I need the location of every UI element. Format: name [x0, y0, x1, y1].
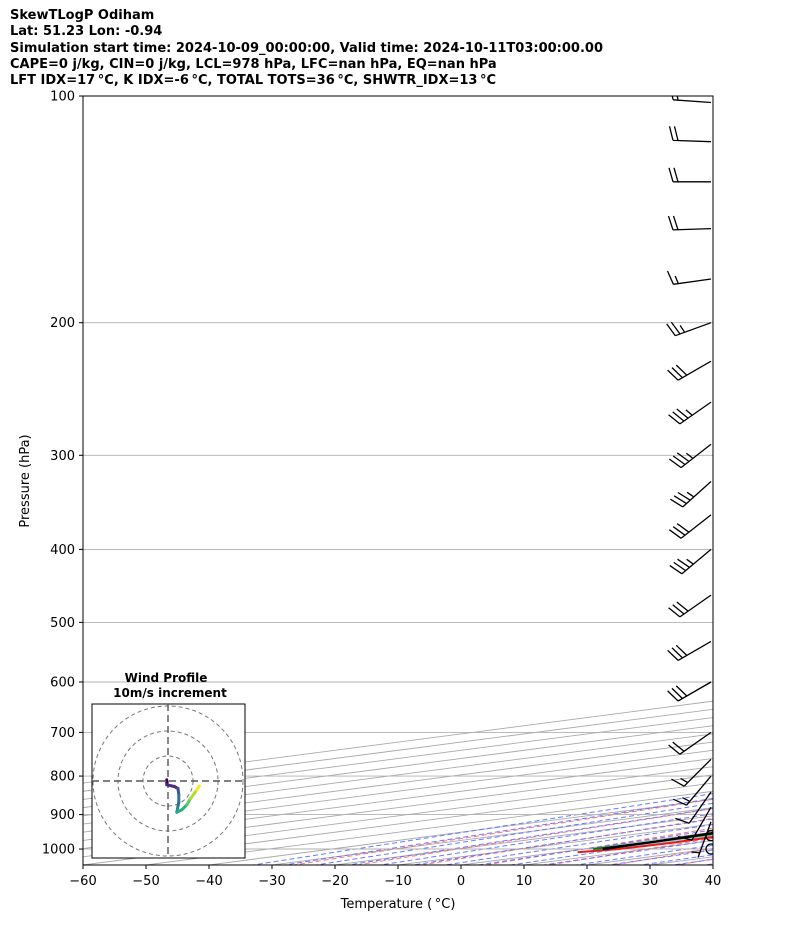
- y-axis-label: Pressure (hPa): [18, 434, 33, 527]
- dry-adiabat: [715, 96, 794, 880]
- plot-area: [83, 79, 794, 880]
- dry-adiabat: [482, 827, 713, 865]
- cape-line: CAPE=0 j/kg, CIN=0 j/kg, LCL=978 hPa, LF…: [10, 56, 497, 72]
- wind-barbs: [666, 96, 713, 858]
- dry-adiabat: [354, 808, 713, 865]
- hodograph-inset: Wind Profile 10m/s increment: [91, 671, 246, 859]
- wind-barb: [677, 806, 712, 841]
- x-tick-label: −40: [195, 874, 222, 889]
- x-axis-ticks: −60 −50 −40 −30 −20 −10 0 10 20 30 40: [69, 865, 721, 889]
- dry-adiabat: [609, 847, 713, 865]
- x-tick-label: 10: [516, 874, 533, 889]
- dry-adiabat: [651, 96, 794, 880]
- isotherm-line: [331, 815, 713, 865]
- wind-barb: [673, 775, 712, 806]
- x-tick-label: 0: [457, 874, 465, 889]
- x-tick-label: −60: [69, 874, 96, 889]
- y-tick-label: 700: [50, 726, 75, 741]
- wind-barb: [667, 640, 712, 661]
- moist-adiabat: [539, 839, 713, 865]
- moist-adiabat: [604, 849, 713, 865]
- isotherm-line: [83, 733, 713, 817]
- isotherm-line: [709, 864, 713, 865]
- chart-title: SkewTLogP Odiham: [10, 8, 155, 23]
- x-axis-label: Temperature ( °C): [340, 897, 456, 912]
- dry-adiabat: [418, 817, 713, 865]
- y-axis-ticks: 100 200 300 400 500 600 700 800 900 1000: [42, 90, 83, 858]
- wind-barb: [668, 594, 712, 618]
- wind-barb: [666, 321, 712, 337]
- wind-barb: [666, 270, 712, 285]
- moist-adiabat: [474, 829, 713, 865]
- wind-barb: [668, 126, 712, 143]
- y-tick-label: 100: [50, 90, 75, 105]
- isotherm-line: [520, 839, 713, 865]
- isotherm-line: [83, 725, 713, 809]
- moist-adiabat: [376, 813, 713, 865]
- y-tick-label: 800: [50, 770, 75, 785]
- moist-adiabat: [669, 858, 713, 865]
- hodograph-title: Wind Profile: [125, 671, 208, 685]
- wind-barb: [668, 514, 712, 539]
- y-tick-label: 500: [50, 616, 75, 631]
- isotherm-line: [83, 708, 713, 792]
- isotherm-line: [583, 848, 713, 865]
- isotherm-line: [659, 79, 794, 880]
- hodograph-segment: [195, 784, 201, 792]
- moist-adiabat: [344, 807, 713, 865]
- hodograph-subtitle: 10m/s increment: [113, 686, 227, 700]
- wind-barb: [671, 96, 712, 104]
- wind-barb: [667, 681, 712, 702]
- dry-adiabat: [780, 96, 794, 880]
- wind-barb: [667, 215, 712, 231]
- isotherm-line: [457, 831, 713, 865]
- x-tick-label: 40: [705, 874, 722, 889]
- x-tick-label: −50: [132, 874, 159, 889]
- y-tick-label: 600: [50, 675, 75, 690]
- x-tick-label: −20: [321, 874, 348, 889]
- isotherm-line: [83, 700, 713, 784]
- calm-wind-circle: [705, 843, 713, 855]
- moist-adiabat: [441, 823, 713, 865]
- chart-header: SkewTLogP Odiham Lat: 51.23 Lon: -0.94 S…: [10, 8, 780, 89]
- wind-barb: [691, 821, 712, 858]
- wind-barb: [667, 360, 712, 381]
- wind-barb: [669, 548, 712, 575]
- x-tick-label: 20: [579, 874, 596, 889]
- wind-barb: [668, 167, 711, 183]
- y-tick-label: 1000: [42, 843, 75, 858]
- wind-barb: [668, 731, 712, 755]
- x-tick-label: 30: [642, 874, 659, 889]
- wind-barb: [671, 758, 712, 787]
- x-tick-label: −10: [384, 874, 411, 889]
- location-line: Lat: 51.23 Lon: -0.94: [10, 24, 163, 40]
- dry-adiabat: [290, 798, 713, 865]
- dry-adiabat: [545, 837, 713, 865]
- wind-barb: [668, 443, 712, 469]
- moist-adiabat: [507, 834, 713, 865]
- y-tick-label: 300: [50, 449, 75, 464]
- isotherm-line: [394, 823, 713, 865]
- y-tick-label: 900: [50, 808, 75, 823]
- y-tick-label: 400: [50, 543, 75, 558]
- moist-adiabat: [280, 797, 713, 865]
- moist-adiabat-lines: [249, 793, 713, 865]
- indices-line: LFT IDX=17 °C, K IDX=-6 °C, TOTAL TOTS=3…: [10, 73, 497, 89]
- wind-barb: [668, 401, 712, 425]
- time-line: Simulation start time: 2024-10-09_00:00:…: [10, 40, 603, 56]
- isotherm-line: [83, 717, 713, 800]
- x-tick-label: −30: [258, 874, 285, 889]
- wind-barb: [670, 481, 712, 508]
- y-tick-label: 200: [50, 316, 75, 331]
- wind-barb: [675, 791, 712, 824]
